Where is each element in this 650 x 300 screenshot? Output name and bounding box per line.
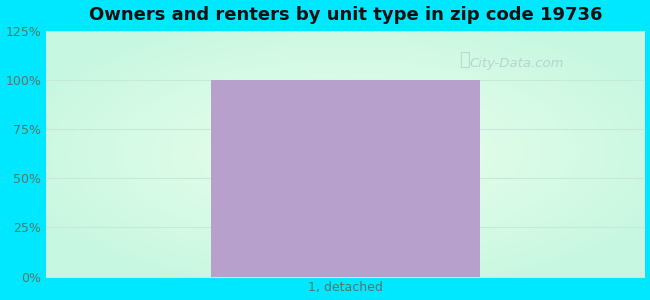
Title: Owners and renters by unit type in zip code 19736: Owners and renters by unit type in zip c…: [88, 6, 602, 24]
Text: ⦿: ⦿: [460, 51, 470, 69]
Bar: [211, 80, 480, 277]
Text: City-Data.com: City-Data.com: [469, 56, 564, 70]
